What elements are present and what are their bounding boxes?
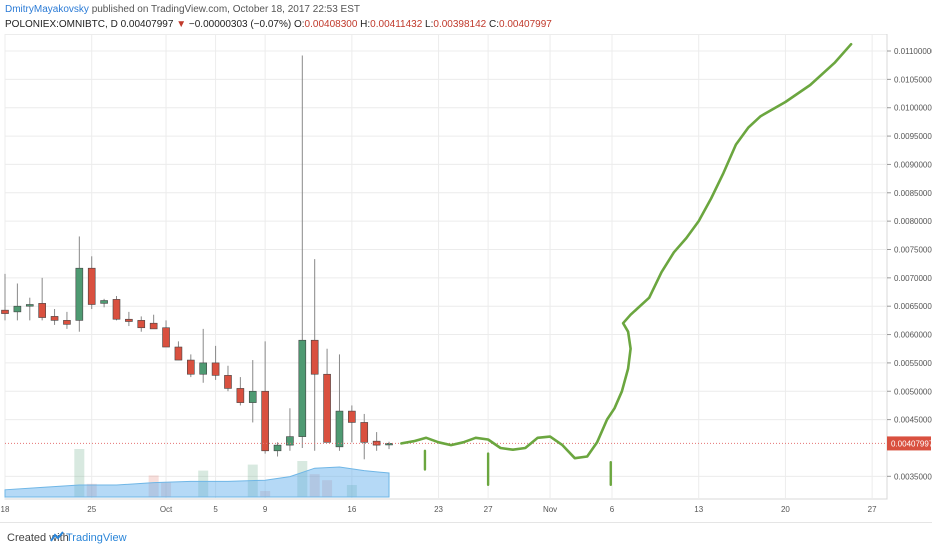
price-change: −0.00000303 (−0.07%) bbox=[188, 19, 292, 30]
candle-body bbox=[298, 339, 307, 437]
tradingview-logo-icon bbox=[50, 531, 64, 542]
candle-body bbox=[87, 267, 96, 305]
open-value: 0.00408300 bbox=[304, 19, 358, 30]
x-tick-label: Nov bbox=[543, 505, 557, 514]
candle-body bbox=[25, 304, 34, 307]
footer: Created with TradingView bbox=[0, 522, 932, 551]
candle-body bbox=[63, 320, 71, 325]
high-label: H: bbox=[360, 19, 371, 30]
x-tick-label: Oct bbox=[160, 505, 173, 514]
x-tick-label: 6 bbox=[610, 505, 615, 514]
candle-body bbox=[310, 339, 319, 375]
candle-body bbox=[38, 303, 46, 318]
candle-body bbox=[211, 362, 220, 376]
ohlc-line: POLONIEX:OMNIBTC, D 0.00407997 ▼ −0.0000… bbox=[5, 19, 552, 30]
open-label: O: bbox=[293, 19, 305, 30]
publish-line: DmitryMayakovsky published on TradingVie… bbox=[5, 4, 360, 15]
volume-bar bbox=[148, 475, 159, 497]
candle-body bbox=[187, 359, 195, 375]
published-text: published on TradingView.com, October 18… bbox=[91, 4, 361, 15]
low-value: 0.00398142 bbox=[433, 19, 487, 30]
down-arrow-icon: ▼ bbox=[176, 19, 187, 30]
volume-bar bbox=[198, 470, 209, 497]
tradingview-brand-link[interactable]: TradingView bbox=[66, 532, 127, 544]
candle-body bbox=[137, 320, 146, 329]
x-tick-label: 16 bbox=[347, 505, 356, 514]
candle-body bbox=[125, 318, 133, 322]
candle-body bbox=[149, 322, 158, 330]
candle-body bbox=[323, 373, 331, 443]
created-with-text: Created with bbox=[7, 532, 69, 544]
candle-body bbox=[174, 346, 183, 361]
high-value: 0.00411432 bbox=[370, 19, 423, 30]
candle-body bbox=[248, 390, 257, 403]
x-tick-label: 27 bbox=[484, 505, 493, 514]
candle-body bbox=[360, 422, 369, 443]
author-link[interactable]: DmitryMayakovsky bbox=[5, 4, 89, 15]
volume-bar bbox=[161, 482, 172, 497]
candle-body bbox=[112, 299, 121, 320]
volume-bar bbox=[297, 461, 308, 497]
candle-body bbox=[100, 300, 108, 304]
candle-body bbox=[224, 375, 232, 389]
x-tick-label: 9 bbox=[263, 505, 268, 514]
candle-body bbox=[1, 309, 9, 314]
last-price-tag bbox=[887, 436, 931, 451]
plot-area bbox=[4, 34, 888, 500]
x-tick-label: 13 bbox=[694, 505, 703, 514]
candle-body bbox=[199, 362, 208, 375]
candle-body bbox=[162, 327, 170, 348]
low-label: L: bbox=[425, 19, 434, 30]
candle-body bbox=[273, 444, 282, 452]
close-label: C: bbox=[489, 19, 500, 30]
volume-bar bbox=[322, 480, 333, 497]
candle-body bbox=[236, 388, 245, 403]
volume-bar bbox=[74, 449, 85, 497]
x-tick-label: 23 bbox=[434, 505, 443, 514]
candle-body bbox=[261, 390, 269, 452]
x-tick-label: 18 bbox=[1, 505, 10, 514]
volume-bar bbox=[260, 491, 271, 497]
candle-body bbox=[13, 305, 22, 313]
y-tick-label: 0.01100000 bbox=[894, 47, 932, 56]
symbol-label: POLONIEX:OMNIBTC, D bbox=[5, 19, 118, 30]
volume-ma-area bbox=[4, 466, 390, 498]
last-price-label: 0.00407997 bbox=[891, 439, 932, 448]
volume-bar bbox=[346, 485, 357, 497]
x-tick-label: 5 bbox=[213, 505, 218, 514]
forecast-curve bbox=[400, 42, 853, 460]
volume-bar bbox=[86, 483, 97, 497]
candle-body bbox=[75, 267, 84, 321]
candle-body bbox=[286, 436, 294, 446]
y-tick-label: 0.00350000 bbox=[894, 472, 932, 481]
candle-body bbox=[50, 316, 59, 321]
close-value: 0.00407997 bbox=[499, 19, 552, 30]
x-tick-label: 27 bbox=[868, 505, 877, 514]
volume-bar bbox=[309, 474, 320, 497]
last-price: 0.00407997 bbox=[120, 19, 174, 30]
x-tick-label: 20 bbox=[781, 505, 790, 514]
candle-body bbox=[348, 410, 356, 423]
x-tick-label: 25 bbox=[87, 505, 96, 514]
candle-body bbox=[335, 410, 344, 448]
